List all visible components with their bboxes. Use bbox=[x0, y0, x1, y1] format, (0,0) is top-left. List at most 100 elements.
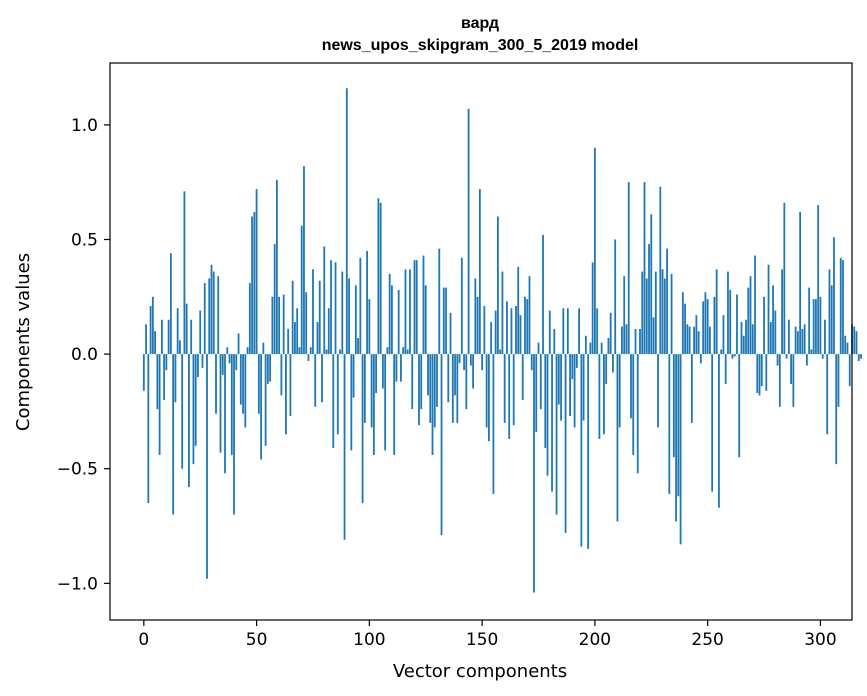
bar bbox=[192, 354, 195, 465]
bar bbox=[548, 310, 551, 355]
bar bbox=[291, 280, 294, 355]
bar bbox=[578, 308, 580, 355]
bar bbox=[499, 349, 502, 355]
bar bbox=[160, 319, 163, 355]
bar bbox=[749, 276, 752, 355]
y-tick-label: 0.0 bbox=[71, 345, 98, 365]
bar bbox=[846, 342, 849, 355]
bar bbox=[769, 322, 772, 355]
bar bbox=[307, 354, 310, 361]
y-tick-label: −1.0 bbox=[57, 574, 98, 594]
bar bbox=[318, 280, 321, 355]
bar bbox=[663, 278, 666, 355]
bar bbox=[704, 292, 707, 355]
bar bbox=[544, 354, 547, 449]
bar bbox=[255, 189, 258, 355]
bar bbox=[711, 354, 714, 492]
bar bbox=[179, 340, 181, 355]
bar bbox=[334, 262, 337, 355]
bar bbox=[418, 354, 420, 426]
bar bbox=[359, 257, 362, 355]
bar bbox=[487, 354, 490, 442]
bar bbox=[363, 354, 366, 423]
x-tick-label: 150 bbox=[466, 630, 498, 650]
bar bbox=[810, 349, 813, 355]
bar bbox=[722, 315, 725, 355]
bar bbox=[819, 296, 822, 355]
bar bbox=[512, 354, 515, 426]
bar bbox=[165, 354, 168, 371]
bar bbox=[517, 267, 520, 355]
bar bbox=[400, 354, 402, 382]
bar bbox=[713, 296, 716, 355]
bar bbox=[736, 294, 738, 355]
bar bbox=[598, 354, 601, 439]
bar bbox=[345, 88, 348, 355]
bar bbox=[718, 354, 720, 508]
bar bbox=[384, 354, 387, 451]
bar bbox=[533, 354, 535, 593]
bar bbox=[573, 354, 576, 428]
bar bbox=[375, 354, 378, 394]
bar bbox=[210, 264, 213, 355]
chart-title: вард bbox=[461, 15, 499, 32]
bar bbox=[801, 328, 804, 355]
bar bbox=[630, 354, 632, 419]
bar bbox=[271, 296, 274, 355]
bar bbox=[774, 310, 777, 355]
bar bbox=[729, 289, 732, 355]
bar bbox=[413, 260, 416, 355]
bar bbox=[181, 354, 184, 469]
bar bbox=[760, 354, 763, 387]
bar bbox=[472, 354, 474, 389]
bar bbox=[251, 216, 253, 355]
bar bbox=[528, 276, 531, 355]
bar bbox=[503, 354, 506, 423]
bar bbox=[754, 255, 756, 355]
bar bbox=[431, 354, 434, 455]
bar bbox=[542, 234, 544, 355]
bar bbox=[388, 273, 391, 355]
bar bbox=[228, 354, 231, 364]
bar bbox=[156, 354, 159, 410]
bar bbox=[787, 319, 790, 355]
bar bbox=[679, 354, 682, 545]
bar bbox=[618, 354, 621, 428]
bar bbox=[343, 354, 346, 540]
bar bbox=[537, 342, 540, 355]
bar bbox=[763, 296, 765, 355]
bar bbox=[848, 354, 851, 387]
bar bbox=[287, 328, 290, 355]
bar bbox=[560, 354, 562, 421]
bar bbox=[176, 308, 179, 355]
y-tick-label: 0.5 bbox=[71, 230, 98, 250]
bar bbox=[510, 308, 513, 355]
bar bbox=[348, 278, 350, 355]
bar bbox=[666, 248, 668, 355]
bar bbox=[386, 347, 389, 355]
bar bbox=[490, 322, 493, 355]
bar bbox=[526, 299, 529, 355]
bar bbox=[515, 305, 517, 355]
bar bbox=[792, 354, 795, 407]
bar bbox=[183, 191, 186, 355]
bar bbox=[163, 354, 166, 400]
bar bbox=[839, 257, 842, 355]
bar bbox=[321, 354, 323, 403]
bar bbox=[368, 299, 371, 355]
chart-subtitle: news_upos_skipgram_300_5_2019 model bbox=[322, 37, 639, 54]
bar bbox=[738, 354, 741, 458]
bar bbox=[154, 331, 156, 355]
bar bbox=[474, 278, 477, 355]
bar bbox=[508, 354, 511, 439]
bar bbox=[812, 299, 815, 355]
bar bbox=[460, 257, 463, 355]
bar bbox=[237, 333, 240, 355]
bar bbox=[742, 335, 745, 355]
bar bbox=[478, 189, 481, 355]
bar bbox=[603, 354, 605, 435]
bar bbox=[169, 253, 172, 355]
bar bbox=[230, 354, 233, 455]
bar bbox=[257, 354, 260, 414]
bar bbox=[740, 322, 743, 355]
